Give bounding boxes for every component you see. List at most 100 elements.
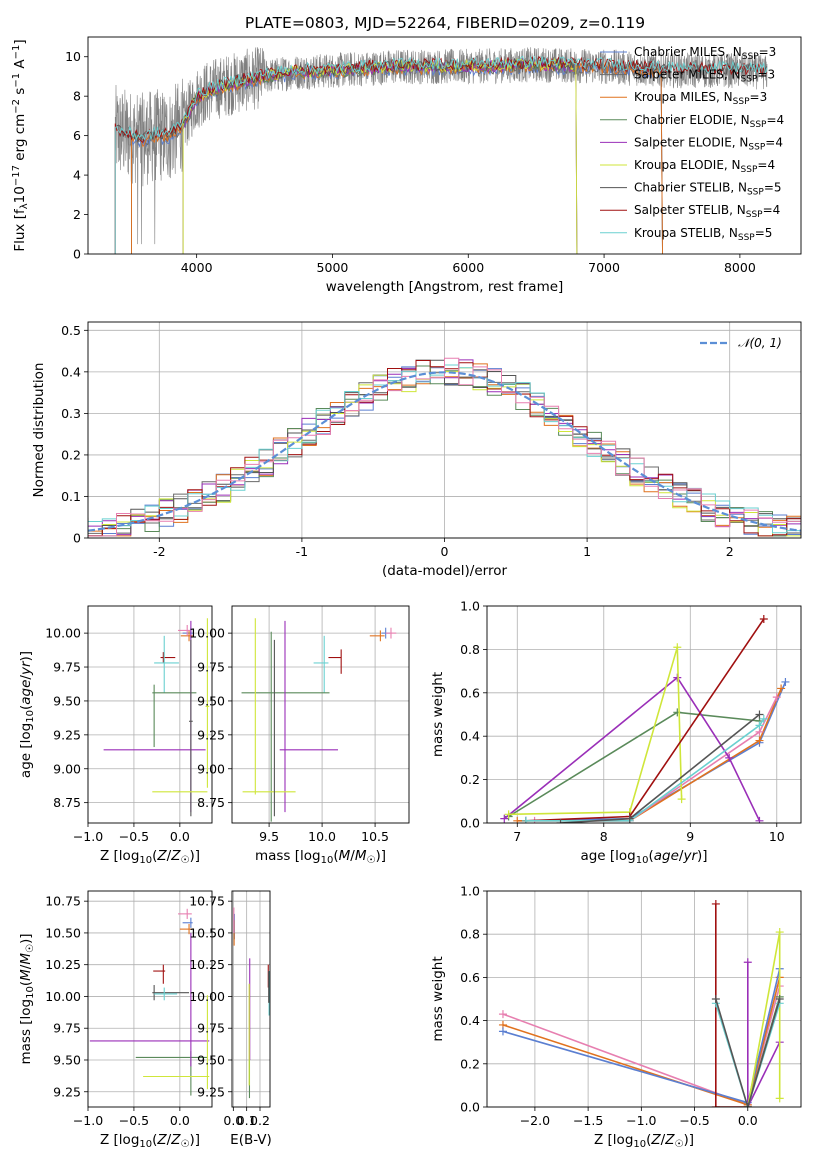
weight-marker	[673, 708, 682, 717]
y-tick-label: 9.50	[197, 693, 225, 708]
y-tick-label: 10.50	[189, 925, 225, 940]
weight-line-salpeter-stelib	[715, 904, 748, 1107]
x-tick-label: 9	[686, 829, 694, 844]
histogram-plot-area	[88, 357, 801, 537]
y-tick-label: 10.00	[189, 626, 225, 641]
x-tick-label: 0.0	[223, 1113, 243, 1128]
x-tick-label: −0.5	[119, 1113, 149, 1128]
axes-frame-residuals	[87, 321, 802, 539]
x-tick-label: 0.0	[170, 1113, 190, 1128]
x-axis-label: age [log10(age/yr)]	[580, 848, 707, 866]
y-tick-label: 0.6	[460, 685, 480, 700]
axes-spectrum: 4000 5000 6000 7000 8000 0 2 4 6 8 10	[65, 49, 756, 275]
ebv-mass-plot-area	[233, 907, 270, 1099]
y-tick-label: 1.0	[460, 599, 480, 614]
normal-curve-line	[88, 371, 801, 532]
y-tick-label: 0.8	[460, 927, 480, 942]
weight-marker	[755, 710, 764, 719]
weight-line-chabrier-stelib	[560, 713, 761, 823]
y-tick-label: 0	[73, 247, 81, 262]
weight-marker	[755, 816, 764, 823]
y-tick-label: 9.50	[53, 1052, 81, 1067]
weight-marker	[500, 814, 509, 823]
y-tick-label: 9.25	[53, 727, 81, 742]
weight-marker	[556, 819, 565, 823]
x-tick-label: −0.5	[679, 1113, 709, 1128]
x-tick-label: −1.5	[573, 1113, 603, 1128]
x-tick-label: 0.1	[237, 1113, 257, 1128]
x-axis-label: Z [log10(Z/Z☉)]	[594, 1132, 694, 1150]
x-tick-label: 5000	[317, 260, 349, 275]
weight-marker	[777, 684, 786, 693]
y-tick-label: 0	[73, 531, 81, 546]
x-tick-label: 0.2	[250, 1113, 270, 1128]
weight-line-kroupa-elodie	[508, 646, 683, 816]
spectrum-plot-area	[114, 47, 768, 254]
legend-label: Chabrier MILES, NSSP=3	[634, 45, 776, 62]
y-tick-label: 8.75	[197, 795, 225, 810]
histogram-legend: 𝒩(0, 1)	[700, 336, 782, 350]
weight-marker	[772, 693, 781, 702]
x-tick-label: 4000	[181, 260, 213, 275]
y-tick-label: 10.75	[189, 894, 225, 909]
weight-marker	[743, 1103, 752, 1107]
y-tick-label: 10.00	[45, 989, 81, 1004]
legend-label: Kroupa MILES, NSSP=3	[634, 90, 767, 107]
y-tick-label: 2	[73, 207, 81, 222]
x-tick-label: −2.0	[520, 1113, 550, 1128]
axes-frame-z-age	[87, 605, 213, 824]
weight-marker	[673, 643, 682, 652]
y-tick-label: 0.3	[61, 406, 81, 421]
mass-age-plot-area	[241, 618, 397, 822]
weight-line-kroupa-stelib	[715, 1003, 781, 1107]
legend-label: 𝒩(0, 1)	[738, 336, 782, 350]
y-tick-label: 0.1	[61, 489, 81, 504]
weight-marker	[504, 810, 513, 819]
axes-frame-z-mass	[87, 890, 213, 1108]
y-tick-label: 1.0	[460, 884, 480, 899]
z-age-plot-area	[103, 618, 210, 817]
x-tick-label: −1.0	[73, 1113, 103, 1128]
axes-age-weight: 7 8 9 10 0.0 0.2 0.4 0.6 0.8 1.0	[460, 599, 801, 844]
y-tick-label: 9.25	[197, 1084, 225, 1099]
y-tick-label: 4	[73, 168, 81, 183]
legend-label: Kroupa STELIB, NSSP=5	[634, 226, 772, 243]
y-tick-label: 10.50	[45, 925, 81, 940]
y-tick-label: 0.2	[460, 772, 480, 787]
y-tick-label: 10.00	[45, 626, 81, 641]
y-tick-label: 0.2	[460, 1056, 480, 1071]
weight-marker	[677, 795, 686, 804]
x-tick-label: 10.5	[361, 829, 389, 844]
x-tick-label: 10.0	[308, 829, 336, 844]
x-tick-label: −1.0	[73, 829, 103, 844]
axes-z-weight: −2.0 −1.5 −1.0 −0.5 0.0 0.0 0.2 0.4 0.6 0.8 1.0	[460, 884, 801, 1128]
x-tick-label: −1.0	[626, 1113, 656, 1128]
legend-label: Chabrier STELIB, NSSP=5	[634, 181, 782, 198]
y-tick-label: 0.4	[61, 364, 81, 379]
y-tick-label: 0.2	[61, 447, 81, 462]
y-axis-label: Flux [fλ10−17 erg cm−2 s−1 A−1]	[11, 39, 30, 251]
weight-marker	[498, 1027, 507, 1036]
weight-marker	[625, 814, 634, 823]
y-tick-label: 9.25	[53, 1084, 81, 1099]
legend-label: Salpeter STELIB, NSSP=4	[634, 203, 780, 220]
age-weight-plot-area	[500, 615, 790, 823]
x-tick-label: -2	[153, 544, 165, 559]
weight-line-kroupa-stelib	[525, 718, 765, 822]
x-tick-label: 0.0	[738, 1113, 758, 1128]
axes-z-age: −1.0 −0.5 0.0 8.75 9.00 9.25 9.50 9.75 10.00	[45, 606, 212, 844]
x-tick-label: 1	[583, 544, 591, 559]
z-mass-plot-area	[89, 908, 210, 1096]
axes-frame-z-weight	[486, 890, 802, 1108]
y-tick-label: 8.75	[53, 795, 81, 810]
y-tick-label: 9.75	[53, 1021, 81, 1036]
x-tick-label: 8	[600, 829, 608, 844]
y-tick-label: 9.25	[197, 727, 225, 742]
weight-marker	[521, 816, 530, 823]
y-tick-label: 9.00	[53, 761, 81, 776]
x-tick-label: 7	[513, 829, 521, 844]
y-axis-label: mass weight	[430, 956, 446, 1041]
y-tick-label: 9.75	[197, 660, 225, 675]
weight-marker	[755, 736, 764, 745]
